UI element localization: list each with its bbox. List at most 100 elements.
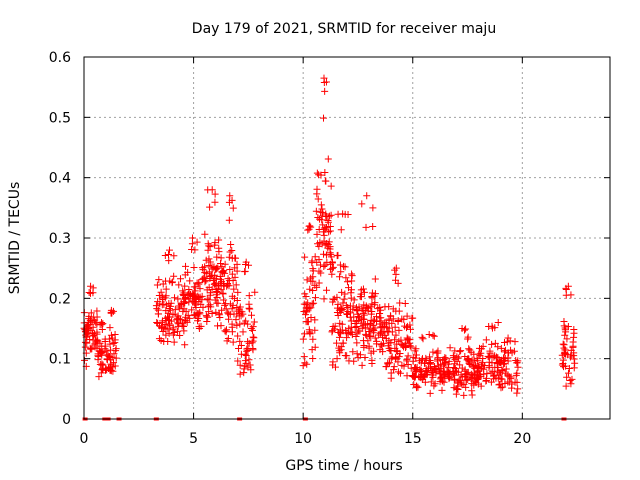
data-point — [313, 190, 321, 198]
data-point — [195, 279, 203, 287]
data-point — [337, 226, 345, 234]
data-point — [321, 225, 329, 233]
data-point — [112, 345, 120, 353]
data-point — [391, 344, 399, 352]
data-point — [434, 355, 442, 363]
plot-frame — [83, 56, 611, 420]
data-point — [180, 292, 188, 300]
data-point — [466, 346, 474, 354]
data-point — [216, 273, 224, 281]
data-point — [344, 284, 352, 292]
data-point — [427, 378, 435, 386]
data-point — [222, 305, 230, 313]
data-point — [338, 288, 346, 296]
data-point — [464, 376, 472, 384]
data-point — [392, 331, 400, 339]
data-point — [216, 314, 224, 322]
data-point — [413, 365, 421, 373]
data-point — [309, 335, 317, 343]
data-point — [378, 324, 386, 332]
data-point — [208, 186, 216, 194]
data-point — [162, 307, 170, 315]
data-point — [201, 269, 209, 277]
data-point — [225, 216, 233, 224]
data-point — [468, 391, 476, 399]
y-tick-label: 0.1 — [49, 352, 71, 368]
data-point — [229, 338, 237, 346]
data-point — [338, 320, 346, 328]
data-point — [563, 335, 571, 343]
data-point — [403, 324, 411, 332]
data-point — [195, 298, 203, 306]
data-point — [303, 318, 311, 326]
data-point — [249, 326, 257, 334]
data-point — [309, 355, 317, 363]
data-point — [451, 355, 459, 363]
data-point — [395, 326, 403, 334]
data-point — [418, 355, 426, 363]
data-point — [220, 296, 228, 304]
data-point — [182, 313, 190, 321]
data-point — [162, 331, 170, 339]
data-point — [391, 336, 399, 344]
data-point — [476, 371, 484, 379]
data-point — [243, 347, 251, 355]
data-point — [462, 383, 470, 391]
data-point — [440, 372, 448, 380]
data-point — [305, 225, 313, 233]
data-point — [196, 285, 204, 293]
data-point — [230, 285, 238, 293]
data-point — [218, 306, 226, 314]
tick-labels: 0 0.1 0.2 0.3 0.4 0.5 0.6 0 5 10 15 20 — [49, 50, 532, 447]
data-point — [494, 318, 502, 326]
data-point — [94, 353, 102, 361]
data-point — [508, 380, 516, 388]
data-point — [492, 353, 500, 361]
data-point — [377, 314, 385, 322]
data-point — [458, 325, 466, 332]
data-point — [174, 295, 182, 303]
data-point — [101, 337, 109, 345]
data-point — [410, 373, 418, 381]
data-point — [391, 323, 399, 331]
data-point — [331, 322, 339, 330]
data-point — [358, 324, 366, 332]
data-point — [562, 328, 570, 336]
data-point — [431, 365, 439, 373]
data-point — [235, 345, 243, 353]
data-point — [214, 264, 222, 272]
x-tick-label: 0 — [80, 431, 89, 447]
data-point — [404, 335, 412, 343]
data-point — [380, 339, 388, 347]
data-point — [166, 322, 174, 330]
data-point — [98, 364, 106, 372]
data-point — [317, 201, 325, 209]
data-point — [353, 350, 361, 358]
data-point — [562, 382, 570, 390]
data-point — [224, 275, 232, 283]
data-point — [327, 211, 335, 219]
data-point — [175, 281, 183, 289]
data-point — [462, 376, 470, 384]
data-point — [454, 385, 462, 393]
data-point — [425, 360, 433, 368]
data-point — [201, 230, 209, 238]
data-point — [470, 377, 478, 385]
data-point — [321, 168, 329, 176]
data-point — [370, 326, 378, 334]
data-point — [85, 289, 93, 297]
data-point — [323, 286, 331, 294]
data-point — [186, 277, 194, 285]
data-point — [214, 322, 222, 330]
data-point — [315, 267, 323, 275]
data-point — [222, 328, 230, 336]
data-point — [179, 307, 187, 315]
data-point — [105, 352, 113, 360]
data-point — [111, 339, 119, 347]
data-point — [302, 293, 310, 301]
data-point — [155, 276, 163, 284]
data-point — [324, 155, 332, 163]
data-point — [435, 366, 443, 374]
y-tick-label: 0.2 — [49, 291, 71, 307]
data-point — [412, 345, 420, 353]
